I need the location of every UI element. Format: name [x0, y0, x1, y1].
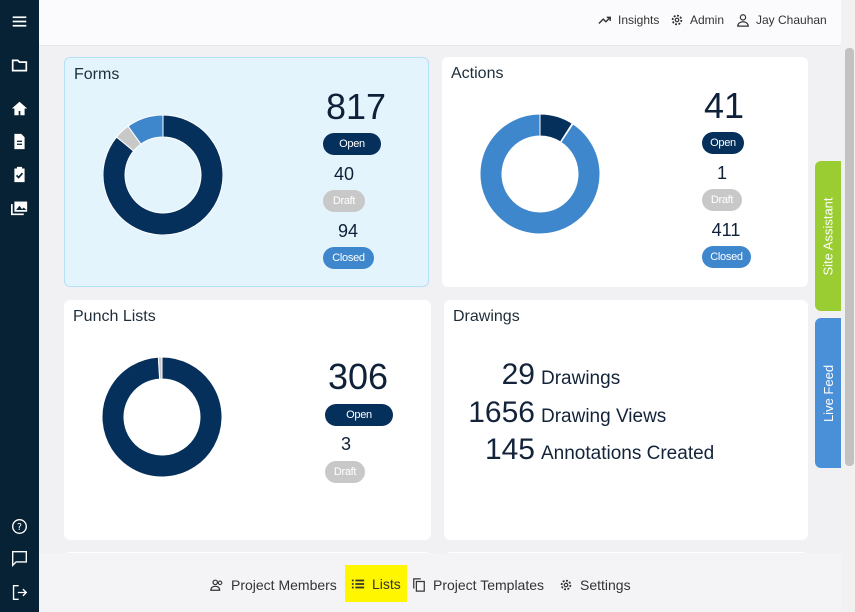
drawing-views-stat: 1656 Drawing Views [456, 396, 666, 430]
help-icon[interactable]: ? [9, 516, 29, 536]
open-count: 306 [327, 356, 389, 397]
project-members-label: Project Members [231, 577, 337, 593]
live-feed-label: Live Feed [821, 364, 836, 422]
admin-label: Admin [690, 13, 725, 27]
card-title: Actions [451, 65, 504, 82]
insights-label: Insights [618, 13, 660, 27]
card-title: Punch Lists [73, 308, 156, 325]
stat-label: Drawing Views [541, 406, 667, 427]
lists-link[interactable]: Lists [345, 565, 407, 602]
folder-icon[interactable] [9, 55, 29, 75]
scrollbar-thumb[interactable] [845, 48, 854, 466]
project-members-link[interactable]: Project Members [210, 575, 337, 595]
closed-badge[interactable]: Closed [323, 247, 374, 269]
clipboard-check-icon[interactable] [9, 164, 29, 184]
site-assistant-label: Site Assistant [821, 196, 837, 276]
open-count: 817 [325, 86, 387, 127]
draft-badge[interactable]: Draft [702, 189, 742, 211]
sidebar: ? [0, 0, 39, 612]
punch-lists-donut-chart [102, 357, 222, 477]
gear-icon [560, 579, 572, 591]
open-segment[interactable] [103, 115, 223, 235]
list-icon [351, 579, 365, 588]
draft-count: 3 [340, 434, 351, 454]
draft-badge[interactable]: Draft [325, 461, 365, 483]
insights-link[interactable]: Insights [598, 13, 659, 27]
users-icon [210, 579, 223, 591]
open-badge[interactable]: Open [323, 133, 381, 155]
punch-lists-card[interactable]: Punch Lists 306 Open 3 Draft [64, 300, 431, 540]
chat-icon[interactable] [9, 548, 29, 568]
project-templates-label: Project Templates [433, 577, 545, 593]
settings-label: Settings [580, 577, 631, 593]
user-menu[interactable]: Jay Chauhan [736, 13, 827, 27]
images-icon[interactable] [9, 197, 29, 217]
actions-donut-chart [480, 114, 600, 234]
closed-count: 411 [711, 220, 741, 240]
stat-label: Drawings [541, 368, 621, 389]
svg-text:?: ? [17, 521, 22, 532]
user-icon [737, 14, 749, 27]
card-title: Forms [74, 66, 120, 83]
logout-icon[interactable] [9, 582, 29, 602]
stat-value: 1656 [468, 396, 535, 429]
closed-segment[interactable] [480, 114, 600, 234]
top-bar [39, 0, 841, 46]
draft-count: 40 [333, 164, 355, 184]
menu-icon[interactable] [9, 11, 29, 31]
open-badge[interactable]: Open [702, 132, 744, 154]
stat-label: Annotations Created [541, 443, 715, 464]
bottom-nav [39, 553, 841, 612]
draft-segment[interactable] [157, 357, 163, 380]
open-badge[interactable]: Open [325, 404, 393, 426]
open-segment[interactable] [102, 357, 222, 477]
closed-badge[interactable]: Closed [702, 246, 751, 268]
admin-link[interactable]: Admin [670, 13, 724, 27]
draft-badge[interactable]: Draft [323, 190, 365, 212]
actions-card[interactable]: Actions 41 Open 1 Draft 411 Closed [442, 57, 808, 287]
lists-label: Lists [372, 575, 401, 592]
home-icon[interactable] [9, 98, 29, 118]
user-name: Jay Chauhan [756, 13, 827, 27]
forms-card[interactable]: Forms 817 Open 40 Draft 94 Closed [64, 57, 429, 287]
drawings-card[interactable]: Drawings 29 Drawings 1656 Drawing Views … [444, 300, 808, 540]
annotations-stat: 145 Annotations Created [456, 433, 714, 467]
closed-segment[interactable] [127, 115, 164, 145]
open-count: 41 [703, 85, 745, 126]
drawings-stat: 29 Drawings [456, 358, 621, 392]
stat-value: 29 [501, 358, 535, 391]
card-title: Drawings [453, 308, 520, 325]
project-templates-link[interactable]: Project Templates [412, 575, 544, 595]
draft-count: 1 [716, 163, 727, 183]
closed-count: 94 [337, 221, 359, 241]
stat-value: 145 [484, 433, 535, 466]
copy-icon [413, 578, 425, 592]
trending-up-icon [598, 16, 611, 24]
live-feed-tab[interactable]: Live Feed [815, 318, 842, 468]
site-assistant-tab[interactable]: Site Assistant [815, 161, 842, 311]
gear-icon [671, 14, 683, 26]
forms-donut-chart [103, 115, 223, 235]
settings-link[interactable]: Settings [559, 575, 631, 595]
document-icon[interactable] [9, 131, 29, 151]
